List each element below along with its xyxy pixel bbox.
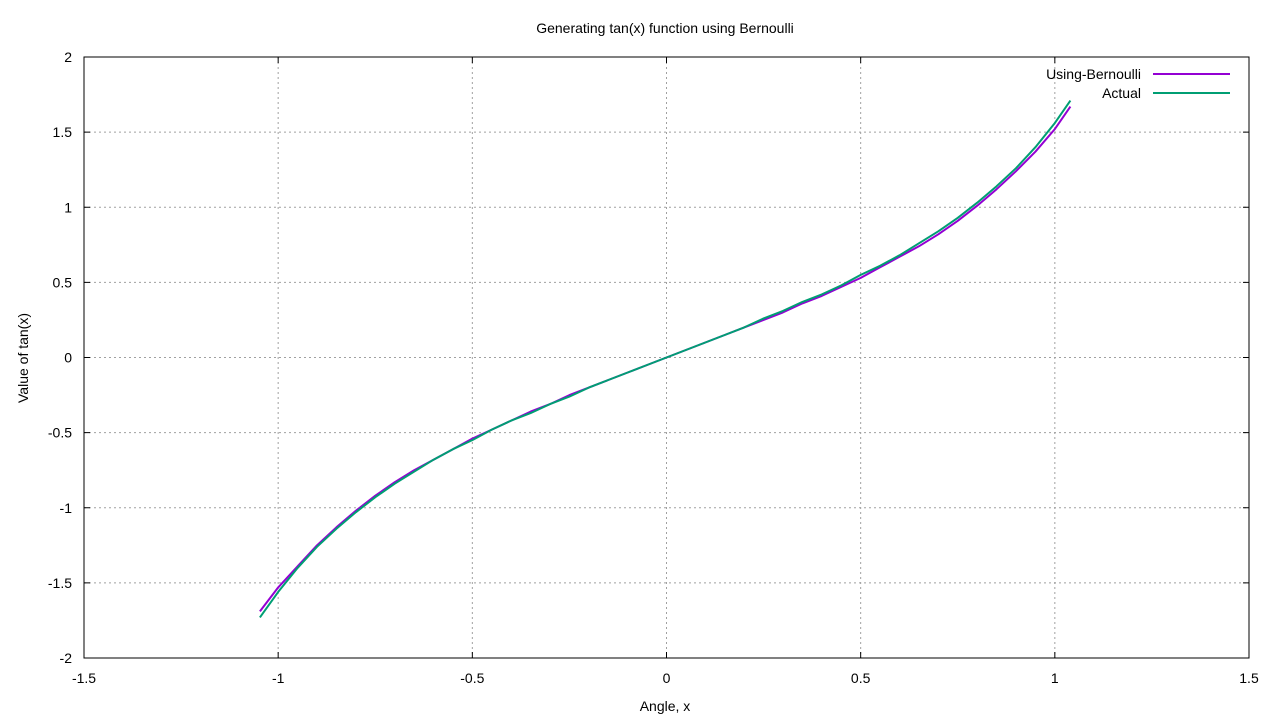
chart-title: Generating tan(x) function using Bernoul…: [536, 20, 794, 36]
x-tick-label: 1.5: [1239, 670, 1259, 686]
y-tick-label: -1: [60, 500, 73, 516]
x-axis-label: Angle, x: [640, 698, 691, 714]
x-tick-label: -1: [272, 670, 285, 686]
y-tick-label: 1: [64, 199, 72, 215]
y-tick-label: -0.5: [48, 425, 72, 441]
series-line-actual: [259, 100, 1072, 618]
legend-label-bernoulli: Using-Bernoulli: [1046, 66, 1141, 82]
y-tick-label: -1.5: [48, 575, 72, 591]
y-tick-label: 2: [64, 49, 72, 65]
y-axis-label: Value of tan(x): [15, 313, 31, 403]
legend-label-actual: Actual: [1102, 85, 1141, 101]
x-tick-label: 0: [663, 670, 671, 686]
x-tick-label: -0.5: [460, 670, 484, 686]
series-layer: [259, 100, 1072, 618]
x-tick-label: 0.5: [851, 670, 871, 686]
tick-layer: -1.5 -1 -0.5 0 0.5 1 1.5 -2 -1.5 -1 -0.5 0 0.5 1 1.5 2: [48, 49, 1259, 686]
y-tick-label: 0: [64, 350, 72, 366]
x-tick-label: 1: [1051, 670, 1059, 686]
legend: Using-Bernoulli Actual: [1046, 66, 1230, 101]
x-tick-label: -1.5: [72, 670, 96, 686]
grid-layer: [84, 57, 1249, 658]
y-tick-label: -2: [60, 650, 73, 666]
y-tick-label: 0.5: [53, 274, 73, 290]
y-tick-label: 1.5: [53, 124, 73, 140]
